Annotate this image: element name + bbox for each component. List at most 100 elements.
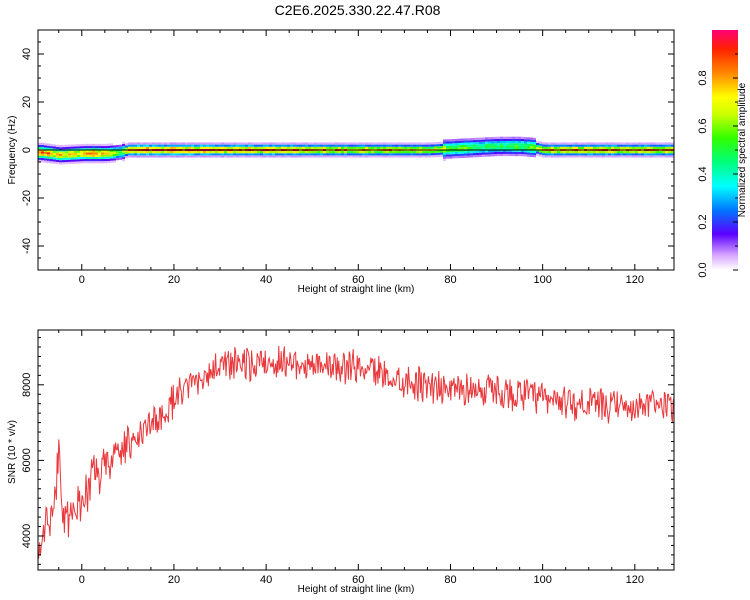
spectrogram-cell bbox=[500, 153, 503, 157]
spectrogram-cell bbox=[140, 142, 143, 145]
spectrogram-cell bbox=[335, 146, 338, 149]
spectrogram-cell bbox=[659, 142, 662, 145]
spectrogram-cell bbox=[98, 150, 101, 153]
spectrogram-cell bbox=[167, 142, 170, 145]
spectrogram-cell bbox=[302, 146, 305, 149]
spectrogram-cell bbox=[446, 143, 449, 146]
spectrogram-cell bbox=[371, 155, 374, 158]
spectrogram-cell bbox=[488, 143, 491, 146]
spectrogram-cell bbox=[470, 155, 473, 158]
spectrogram-cell bbox=[284, 144, 287, 147]
spectrogram-cell bbox=[506, 149, 509, 152]
spectrogram-cell bbox=[119, 153, 122, 156]
spectrogram-cell bbox=[362, 142, 365, 145]
spectrogram-cell bbox=[545, 151, 548, 154]
spectrogram-cell bbox=[128, 155, 131, 158]
spectrogram-cell bbox=[476, 137, 479, 140]
spectrogram-cell bbox=[506, 145, 509, 148]
spectrogram-cell bbox=[281, 146, 284, 149]
spectrogram-cell bbox=[191, 146, 194, 149]
spectrogram-cell bbox=[185, 155, 188, 158]
spectrogram-cell bbox=[170, 146, 173, 149]
spectrogram-cell bbox=[386, 144, 389, 147]
spectrogram-cell bbox=[221, 146, 224, 149]
spectrogram-cell bbox=[107, 150, 110, 153]
spectrogram-cell bbox=[89, 152, 92, 155]
spectrogram-cell bbox=[671, 144, 674, 147]
spectrogram-cell bbox=[83, 143, 86, 147]
spectrogram-cell bbox=[86, 143, 89, 147]
spectrogram-cell bbox=[206, 146, 209, 149]
spectrogram-cell bbox=[512, 136, 515, 139]
spectrogram-cell bbox=[569, 144, 572, 147]
spectrogram-cell bbox=[95, 159, 98, 162]
spectrogram-cell bbox=[290, 144, 293, 147]
spectrogram-cell bbox=[227, 144, 230, 147]
spectrogram-cell bbox=[59, 147, 62, 150]
spectrogram-cell bbox=[263, 142, 266, 145]
spectrogram-cell bbox=[461, 151, 464, 154]
spectrogram-cell bbox=[413, 155, 416, 158]
spectrogram-cell bbox=[269, 142, 272, 145]
spectrogram-cell bbox=[494, 154, 497, 157]
spectrogram-cell bbox=[287, 151, 290, 154]
spectrogram-cell bbox=[665, 155, 668, 158]
spectrogram-cell bbox=[74, 146, 77, 149]
spectrogram-cell bbox=[140, 146, 143, 149]
spectrogram-cell bbox=[479, 148, 482, 151]
spectrogram-cell bbox=[593, 144, 596, 147]
spectrogram-cell bbox=[446, 139, 449, 142]
spectrogram-cell bbox=[44, 160, 47, 163]
spectrogram-cell bbox=[464, 151, 467, 154]
spectrogram-cell bbox=[374, 144, 377, 147]
spectrogram-cell bbox=[608, 142, 611, 145]
spectrogram-cell bbox=[443, 139, 446, 142]
spectrogram-cell bbox=[488, 152, 491, 155]
spectrogram-cell bbox=[53, 155, 56, 158]
spectrogram-cell bbox=[356, 144, 359, 147]
spectrogram-cell bbox=[386, 155, 389, 158]
spectrogram-cell bbox=[551, 151, 554, 154]
spectrogram-cell bbox=[269, 153, 272, 156]
spectrogram-cell bbox=[188, 142, 191, 145]
spectrogram-cell bbox=[614, 151, 617, 154]
spectrogram-cell bbox=[335, 144, 338, 147]
spectrogram-cell bbox=[632, 142, 635, 145]
spectrogram-cell bbox=[374, 146, 377, 149]
spectrogram-cell bbox=[446, 154, 449, 157]
spectrogram-cell bbox=[236, 155, 239, 158]
spectrogram-cell bbox=[473, 137, 476, 141]
spectrogram-cell bbox=[623, 144, 626, 147]
spectrogram-cell bbox=[302, 144, 305, 147]
spectrogram-cell bbox=[287, 144, 290, 147]
spectrogram-cell bbox=[236, 142, 239, 145]
spectrogram-cell bbox=[38, 144, 41, 147]
spectrogram-cell bbox=[488, 147, 491, 151]
spectrogram-cell bbox=[62, 157, 65, 161]
spectrogram-cell bbox=[251, 142, 254, 145]
spectrogram-cell bbox=[278, 146, 281, 149]
spectrogram-cell bbox=[173, 155, 176, 158]
spectrogram-cell bbox=[113, 160, 116, 163]
spectrogram-cell bbox=[467, 138, 470, 141]
spectrogram-cell bbox=[173, 146, 176, 149]
spectrogram-cell bbox=[314, 155, 317, 158]
spectrogram-cell bbox=[53, 152, 56, 156]
spectrogram-cell bbox=[476, 152, 479, 156]
spectrogram-cell bbox=[77, 161, 80, 164]
spectrogram-cell bbox=[71, 155, 74, 158]
spectrogram-cell bbox=[260, 146, 263, 149]
spectrogram-cell bbox=[203, 142, 206, 145]
spectrogram-cell bbox=[344, 144, 347, 147]
spectrogram-cell bbox=[257, 151, 260, 154]
spectrogram-cell bbox=[47, 158, 50, 161]
spectrogram-cell bbox=[194, 146, 197, 149]
spectrogram-cell bbox=[539, 141, 542, 144]
spectrogram-cell bbox=[629, 142, 632, 145]
spectrogram-cell bbox=[200, 144, 203, 147]
spectrogram-cell bbox=[92, 159, 95, 162]
spectrogram-y-tick-label: 0 bbox=[21, 147, 33, 153]
spectrogram-cell bbox=[440, 154, 443, 157]
spectrogram-cell bbox=[650, 144, 653, 147]
spectrogram-cell bbox=[278, 142, 281, 145]
